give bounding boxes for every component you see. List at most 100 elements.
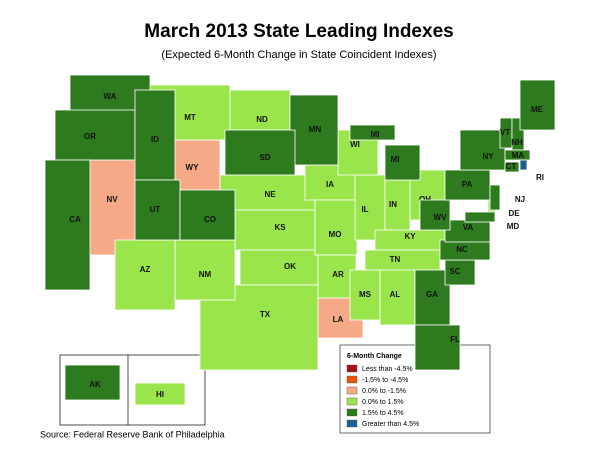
state <box>44 159 91 291</box>
state-label: IA <box>326 180 334 189</box>
state-label: OR <box>84 132 96 141</box>
state-label: CT <box>506 162 517 171</box>
state-label: MT <box>184 113 196 122</box>
state-label: MI <box>391 155 400 164</box>
state <box>224 129 296 176</box>
state <box>314 199 358 256</box>
state-label: WY <box>186 163 200 172</box>
state <box>489 184 501 211</box>
state-label: UT <box>150 205 161 214</box>
state-label: TX <box>260 310 271 319</box>
state <box>134 89 176 181</box>
state-label: MN <box>309 125 322 134</box>
state-label: IN <box>389 200 397 209</box>
state <box>419 199 451 231</box>
state <box>354 174 386 241</box>
legend-label: -1.5% to -4.5% <box>362 377 408 384</box>
legend-swatch <box>346 375 358 384</box>
state <box>134 179 181 241</box>
legend-swatch <box>346 419 358 428</box>
title: March 2013 State Leading Indexes <box>144 21 453 42</box>
state-label: AZ <box>140 265 151 274</box>
state <box>519 79 556 131</box>
state <box>349 124 396 141</box>
state <box>134 382 186 406</box>
state-label: IL <box>361 205 368 214</box>
state-label: NM <box>199 270 212 279</box>
state <box>384 144 421 181</box>
state-label: WA <box>104 92 117 101</box>
state <box>289 94 339 166</box>
state-label: ND <box>256 115 268 124</box>
state <box>464 211 496 223</box>
state <box>179 189 236 241</box>
state-label: AR <box>332 270 344 279</box>
state-label: OK <box>284 262 296 271</box>
state <box>519 159 528 171</box>
state <box>64 364 121 401</box>
state-label: PA <box>462 180 473 189</box>
state <box>114 239 176 311</box>
state-label: VT <box>500 128 510 137</box>
legend-title: 6-Month Change <box>347 353 402 360</box>
state-label: AK <box>89 380 101 389</box>
state-label: NH <box>511 138 523 147</box>
state-label: TN <box>390 255 401 264</box>
legend-label: 0.0% to -1.5% <box>362 388 406 395</box>
state <box>349 269 381 321</box>
state-label: SD <box>259 153 270 162</box>
state-label: DE <box>508 209 520 218</box>
state-label: ME <box>531 105 544 114</box>
state-label: MO <box>329 230 342 239</box>
state-label: RI <box>536 173 544 182</box>
state-label: MI <box>371 130 380 139</box>
state-label: NV <box>106 195 118 204</box>
source: Source: Federal Reserve Bank of Philadel… <box>40 429 225 439</box>
state-label: HI <box>156 390 164 399</box>
state-label: CO <box>204 215 216 224</box>
state-label: GA <box>426 290 438 299</box>
state <box>504 149 531 161</box>
legend-swatch <box>346 364 358 373</box>
state <box>384 179 411 231</box>
state-label: WV <box>434 213 448 222</box>
state-label: VA <box>463 223 474 232</box>
state <box>174 239 236 301</box>
state-label: ID <box>151 135 159 144</box>
state-label: MD <box>507 222 520 231</box>
state <box>54 109 136 161</box>
legend-label: Less than -4.5% <box>362 366 413 373</box>
state-label: FL <box>450 335 460 344</box>
state-label: MS <box>359 290 372 299</box>
legend-label: Greater than 4.5% <box>362 421 419 428</box>
state-label: NY <box>482 152 494 161</box>
state-label: NC <box>456 245 468 254</box>
state-label: KY <box>404 232 416 241</box>
subtitle: (Expected 6-Month Change in State Coinci… <box>161 49 436 61</box>
state <box>444 259 476 286</box>
state <box>504 161 520 173</box>
state-label: CA <box>69 215 81 224</box>
inset-frame <box>59 354 206 426</box>
state <box>459 129 506 171</box>
state <box>239 249 319 286</box>
state-label: MA <box>512 151 525 160</box>
legend-label: 0.0% to 1.5% <box>362 399 404 406</box>
legend-swatch <box>346 386 358 395</box>
state-label: SC <box>449 267 460 276</box>
state <box>414 324 461 371</box>
legend: Less than -4.5% -1.5% to -4.5% 0.0% to -1.… <box>346 364 419 428</box>
state <box>379 269 416 326</box>
legend-label: 1.5% to 4.5% <box>362 410 404 417</box>
state-label: KS <box>274 223 286 232</box>
state-label: AL <box>390 290 401 299</box>
legend-swatch <box>346 397 358 406</box>
state <box>364 249 441 271</box>
state-label: NE <box>264 190 276 199</box>
state-label: NJ <box>515 195 525 204</box>
legend-swatch <box>346 408 358 417</box>
state-label: WI <box>350 140 360 149</box>
states: NVWYLAMTNDNEKSOKTXNMAZIAMOARILINOHKYTNMS… <box>44 74 556 406</box>
state-label: LA <box>333 315 344 324</box>
